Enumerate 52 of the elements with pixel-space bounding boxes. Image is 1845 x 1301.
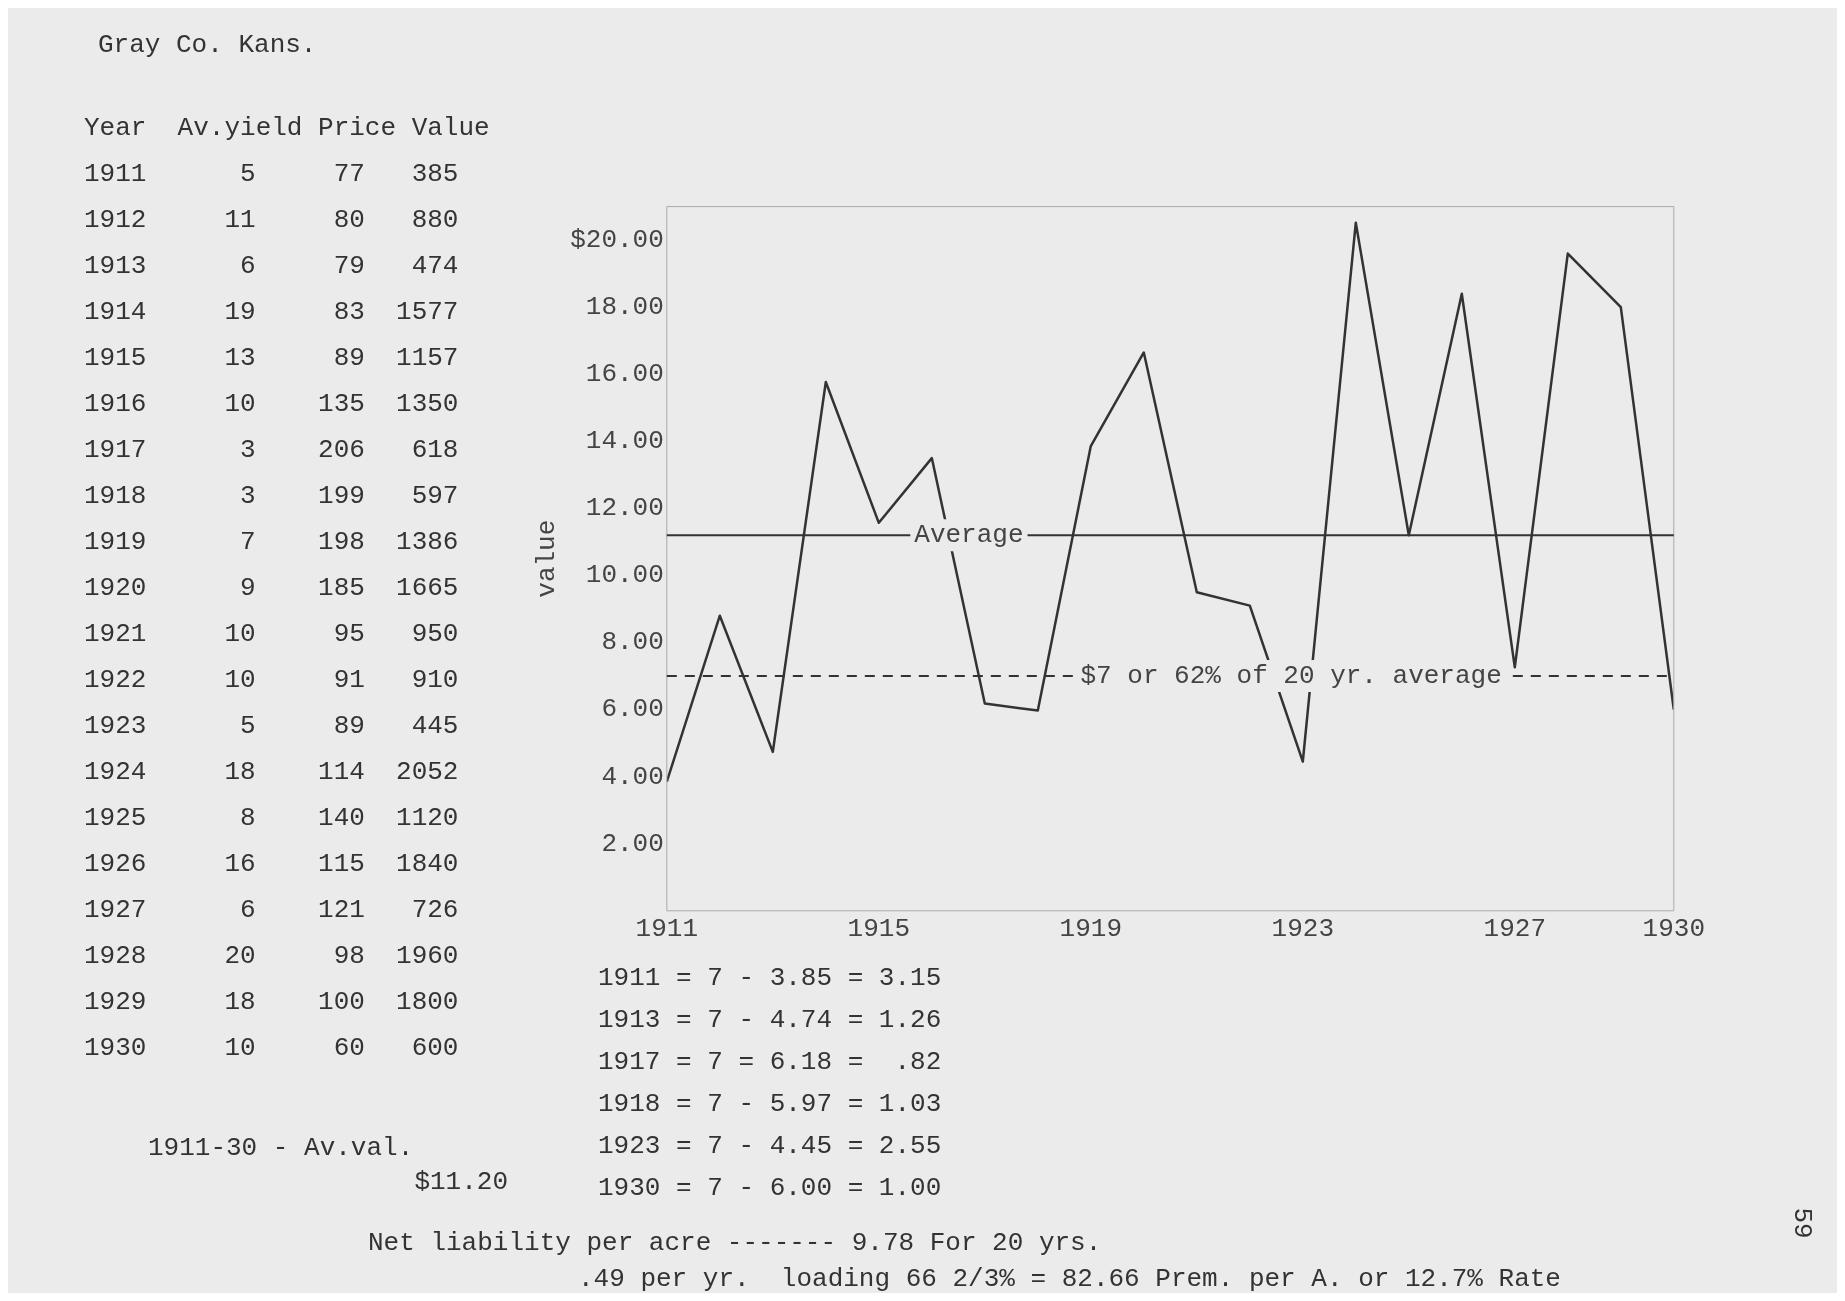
y-tick-label: 18.00 [585,292,664,323]
y-tick-label: $20.00 [570,225,664,256]
x-tick-label: 1927 [1483,914,1547,945]
y-tick-label: 14.00 [585,426,664,457]
text: 1923 = 7 - 4.45 = 2.55 [598,1131,942,1163]
x-tick-label: 1930 [1642,914,1706,945]
y-tick-label: 2.00 [601,828,664,859]
text: 1920 9 185 1665 [84,573,460,605]
text: 1930 = 7 - 6.00 = 1.00 [598,1173,942,1205]
x-tick-label: 1911 [635,914,699,945]
text: 1917 3 206 618 [84,435,460,467]
ref-line-label: Average [914,520,1024,551]
text: 1919 7 198 1386 [84,527,460,559]
y-tick-label: 8.00 [601,627,664,658]
text: 1926 16 115 1840 [84,849,460,881]
text: 1924 18 114 2052 [84,757,460,789]
y-tick-label: 16.00 [585,359,664,390]
y-tick-label: 10.00 [585,560,664,591]
text: 1928 20 98 1960 [84,941,460,973]
y-tick-label: 6.00 [601,694,664,725]
x-tick-label: 1919 [1059,914,1123,945]
y-axis-title: value [532,519,563,598]
text: 1922 10 91 910 [84,665,460,697]
text: Gray Co. Kans. [98,30,317,60]
text: 1929 18 100 1800 [84,987,460,1019]
text: 1911 5 77 385 [84,159,460,191]
text: 1925 8 140 1120 [84,803,460,835]
text: 1912 11 80 880 [84,205,460,237]
text: 1913 6 79 474 [84,251,460,283]
text: 1927 6 121 726 [84,895,460,927]
y-tick-label: 4.00 [601,761,664,792]
text: .49 per yr. loading 66 2/3% = 82.66 Prem. per A. or 12.7% Rate [578,1264,1561,1296]
text: $11.20 [413,1167,508,1199]
text: 1913 = 7 - 4.74 = 1.26 [598,1005,942,1037]
text: 1923 5 89 445 [84,711,460,743]
text: 1917 = 7 = 6.18 = .82 [598,1047,942,1079]
text: 1916 10 135 1350 [84,389,460,421]
x-tick-label: 1923 [1271,914,1335,945]
text: 1914 19 83 1577 [84,297,460,329]
text: 1930 10 60 600 [84,1033,460,1065]
text: 1911 = 7 - 3.85 = 3.15 [598,963,942,995]
ref-line-label: $7 or 62% of 20 yr. average [1080,660,1502,691]
text: 1918 = 7 - 5.97 = 1.03 [598,1089,942,1121]
text: Net liability per acre ------- 9.78 For 20 yrs. [368,1228,1103,1260]
text: 59 [1786,1207,1817,1239]
text: 1921 10 95 950 [84,619,460,651]
text: 1918 3 199 597 [84,481,460,513]
x-tick-label: 1915 [847,914,911,945]
text: 1911-30 - Av.val. [148,1133,415,1165]
text: Year Av.yield Price Value [84,113,490,145]
y-tick-label: 12.00 [585,493,664,524]
text: 1915 13 89 1157 [84,343,460,375]
